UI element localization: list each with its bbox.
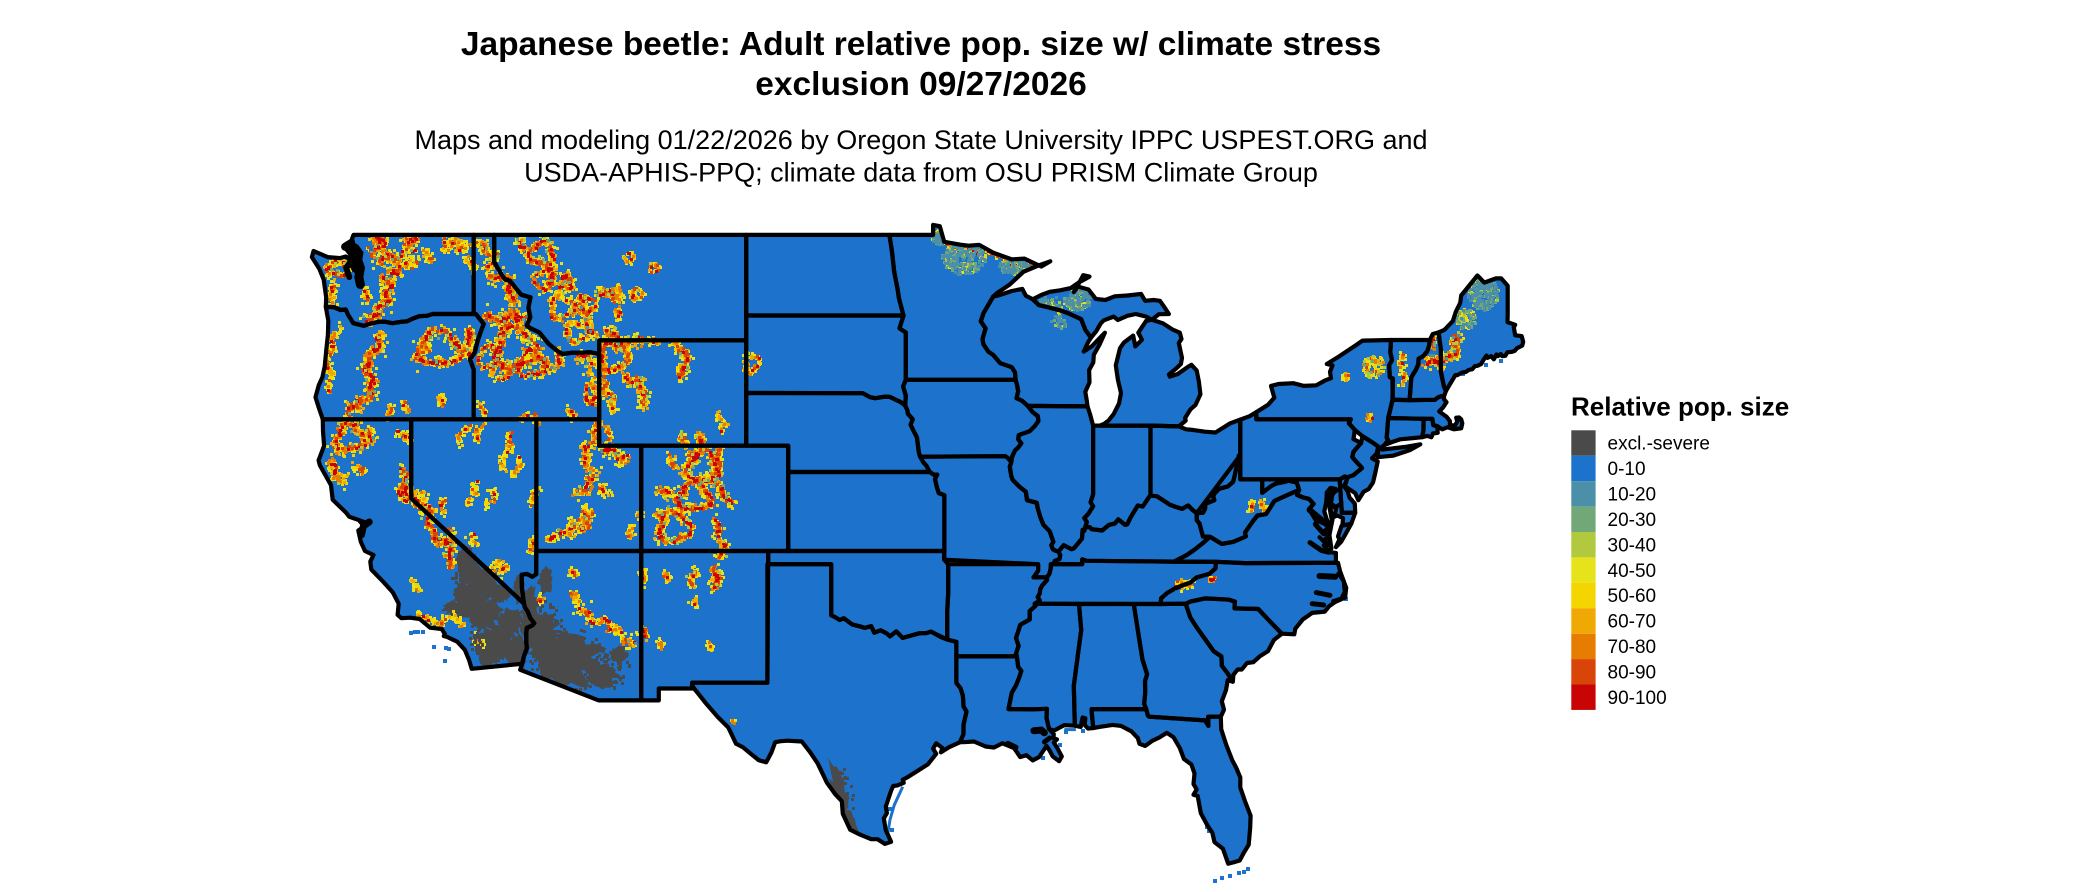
svg-text:50-60: 50-60 [1608, 586, 1657, 607]
svg-text:90-100: 90-100 [1608, 688, 1667, 709]
svg-text:Relative pop. size: Relative pop. size [1571, 392, 1789, 422]
svg-text:exclusion 09/27/2026: exclusion 09/27/2026 [755, 66, 1087, 103]
svg-text:70-80: 70-80 [1608, 637, 1657, 658]
svg-text:60-70: 60-70 [1608, 612, 1657, 633]
svg-text:Maps and modeling 01/22/2026 b: Maps and modeling 01/22/2026 by Oregon S… [414, 125, 1427, 155]
svg-text:excl.-severe: excl.-severe [1608, 434, 1710, 455]
svg-text:10-20: 10-20 [1608, 485, 1657, 506]
svg-text:Japanese beetle: Adult relativ: Japanese beetle: Adult relative pop. siz… [461, 26, 1381, 63]
svg-text:20-30: 20-30 [1608, 510, 1657, 531]
svg-text:0-10: 0-10 [1608, 459, 1646, 480]
svg-text:40-50: 40-50 [1608, 561, 1657, 582]
svg-text:80-90: 80-90 [1608, 663, 1657, 684]
svg-text:30-40: 30-40 [1608, 535, 1657, 556]
svg-text:USDA-APHIS-PPQ; climate data f: USDA-APHIS-PPQ; climate data from OSU PR… [524, 158, 1318, 188]
